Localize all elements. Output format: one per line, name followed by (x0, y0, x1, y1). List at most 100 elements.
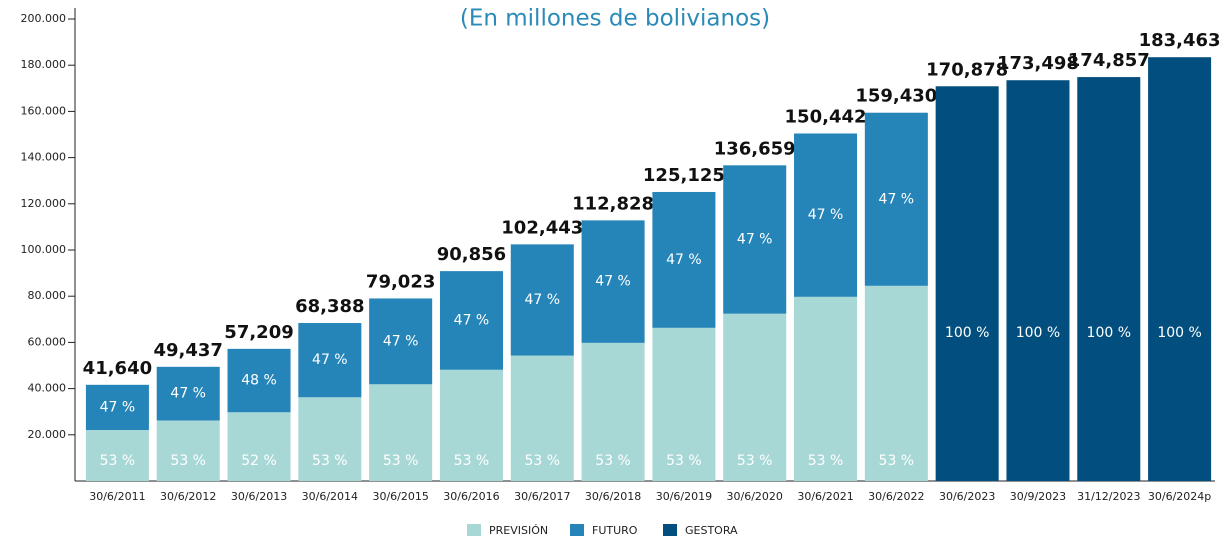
y-tick-label: 140.000 (21, 151, 67, 164)
total-label: 57,209 (224, 322, 293, 343)
y-tick-label: 80.000 (28, 289, 67, 302)
bar-segment (794, 133, 858, 297)
share-label: 53 % (666, 453, 702, 469)
bar-segment (1006, 80, 1070, 482)
x-tick-label: 30/6/2019 (656, 490, 712, 503)
bar-segment (85, 430, 149, 481)
total-label: 49,437 (153, 340, 222, 361)
bar-segment (156, 420, 220, 481)
bar-segment (581, 220, 645, 343)
share-label: 47 % (808, 207, 844, 223)
total-label: 41,640 (83, 358, 152, 379)
share-label: 48 % (241, 373, 277, 389)
bar-segment (581, 342, 645, 481)
bar-segment (864, 285, 928, 481)
bar-segment (439, 369, 503, 481)
share-label: 47 % (383, 333, 419, 349)
share-label: 47 % (524, 292, 560, 308)
x-tick-label: 30/6/2024p (1148, 490, 1211, 503)
x-tick-label: 31/12/2023 (1077, 490, 1140, 503)
share-label: 47 % (312, 352, 348, 368)
y-tick-label: 120.000 (21, 197, 67, 210)
share-label: 100 % (1016, 325, 1060, 341)
total-label: 136,659 (714, 138, 796, 159)
x-tick-label: 30/9/2023 (1010, 490, 1066, 503)
bar-segment (935, 86, 999, 481)
y-tick-label: 160.000 (21, 104, 67, 117)
legend-label: GESTORA (685, 524, 738, 537)
share-label: 53 % (100, 453, 136, 469)
bar-segment (723, 313, 787, 481)
share-label: 53 % (454, 453, 490, 469)
bar-segment (85, 384, 149, 431)
x-tick-label: 30/6/2022 (868, 490, 924, 503)
share-label: 47 % (737, 232, 773, 248)
legend-swatch (570, 524, 584, 536)
bar-segment (227, 412, 291, 481)
bar-segment (227, 348, 291, 413)
share-label: 53 % (170, 453, 206, 469)
total-label: 90,856 (437, 244, 506, 265)
bar-segment (1077, 77, 1141, 482)
total-label: 159,430 (855, 86, 937, 107)
bar-segment (794, 296, 858, 481)
total-label: 173,498 (997, 53, 1079, 74)
total-label: 112,828 (572, 193, 654, 214)
share-label: 53 % (595, 453, 631, 469)
share-label: 53 % (808, 453, 844, 469)
bar-segment (369, 384, 433, 481)
bar-segment (439, 271, 503, 370)
bar-segment (652, 327, 716, 481)
bar-segment (369, 298, 433, 385)
bar-segment (298, 397, 362, 481)
bar-segment (298, 323, 362, 398)
x-tick-label: 30/6/2015 (372, 490, 428, 503)
legend-label: FUTURO (592, 524, 638, 537)
legend-label: PREVISIÓN (489, 524, 548, 537)
share-label: 47 % (879, 191, 915, 207)
total-label: 150,442 (785, 106, 867, 127)
bar-segment (652, 191, 716, 328)
share-label: 53 % (524, 453, 560, 469)
legend-swatch (663, 524, 677, 536)
bar-segment (1148, 57, 1212, 481)
x-tick-label: 30/6/2011 (89, 490, 145, 503)
legend-swatch (467, 524, 481, 536)
total-label: 183,463 (1139, 30, 1220, 51)
share-label: 47 % (666, 252, 702, 268)
share-label: 100 % (1157, 325, 1201, 341)
total-label: 125,125 (643, 165, 725, 186)
x-tick-label: 30/6/2021 (797, 490, 853, 503)
share-label: 47 % (170, 386, 206, 402)
bar-segment (510, 355, 574, 481)
bar-segment (723, 165, 787, 314)
y-tick-label: 180.000 (21, 58, 67, 71)
y-tick-label: 40.000 (28, 382, 67, 395)
y-tick-label: 20.000 (28, 428, 67, 441)
x-tick-label: 30/6/2023 (939, 490, 995, 503)
share-label: 100 % (1087, 325, 1131, 341)
y-tick-label: 60.000 (28, 335, 67, 348)
total-label: 174,857 (1068, 50, 1150, 71)
y-tick-label: 100.000 (21, 243, 67, 256)
share-label: 53 % (312, 453, 348, 469)
bar-segment (864, 112, 928, 286)
share-label: 53 % (737, 453, 773, 469)
x-tick-label: 30/6/2018 (585, 490, 641, 503)
total-label: 102,443 (501, 217, 583, 238)
x-tick-label: 30/6/2012 (160, 490, 216, 503)
bar-segment (510, 244, 574, 356)
chart-subtitle: (En millones de bolivianos) (460, 6, 770, 32)
total-label: 68,388 (295, 296, 364, 317)
share-label: 53 % (383, 453, 419, 469)
x-tick-label: 30/6/2013 (231, 490, 287, 503)
x-tick-label: 30/6/2017 (514, 490, 570, 503)
bar-segment (156, 366, 220, 421)
x-tick-label: 30/6/2014 (302, 490, 358, 503)
share-label: 47 % (454, 312, 490, 328)
share-label: 52 % (241, 453, 277, 469)
share-label: 100 % (945, 325, 989, 341)
share-label: 53 % (879, 453, 915, 469)
share-label: 47 % (595, 274, 631, 290)
